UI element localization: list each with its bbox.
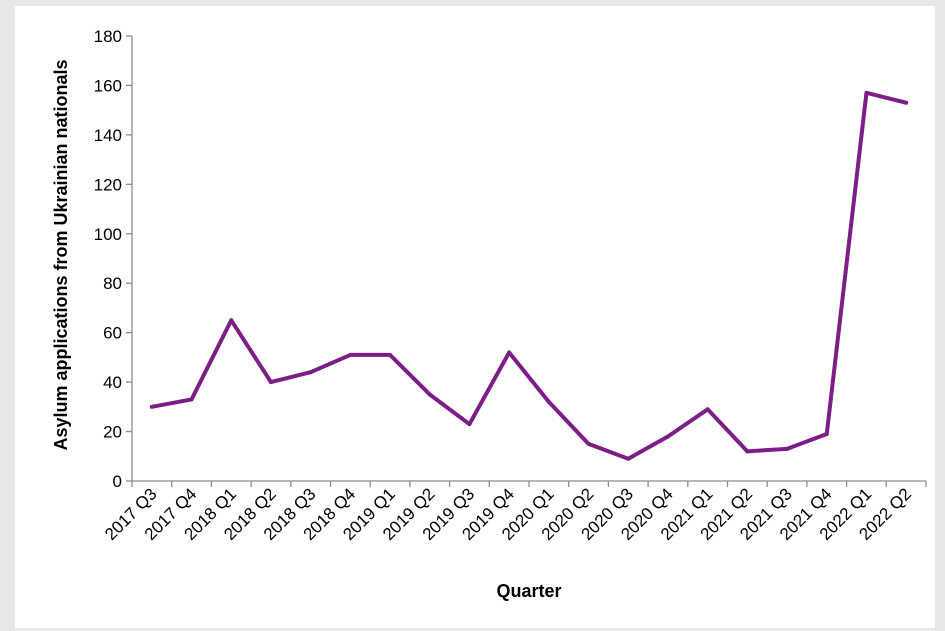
y-tick-label: 80 xyxy=(103,274,122,293)
y-tick-label: 20 xyxy=(103,423,122,442)
chart-frame xyxy=(15,6,935,628)
data-point xyxy=(586,441,591,446)
data-point xyxy=(149,404,154,409)
y-tick-label: 60 xyxy=(103,324,122,343)
y-axis: 0 20 40 60 80 100 120 140 160 180 xyxy=(94,27,133,491)
data-point xyxy=(189,397,194,402)
data-point xyxy=(308,370,313,375)
data-point xyxy=(824,432,829,437)
data-point xyxy=(665,434,670,439)
y-axis-title: Asylum applications from Ukrainian natio… xyxy=(51,59,71,450)
plot-area xyxy=(149,90,909,461)
data-point xyxy=(507,350,512,355)
data-point xyxy=(388,352,393,357)
data-point xyxy=(785,446,790,451)
data-point xyxy=(864,90,869,95)
data-point xyxy=(745,449,750,454)
y-tick-label: 40 xyxy=(103,373,122,392)
data-point xyxy=(705,407,710,412)
data-point xyxy=(268,380,273,385)
data-point xyxy=(348,352,353,357)
data-point xyxy=(626,456,631,461)
y-tick-label: 0 xyxy=(113,472,122,491)
y-tick-label: 160 xyxy=(94,76,122,95)
y-tick-label: 100 xyxy=(94,225,122,244)
y-tick-label: 120 xyxy=(94,175,122,194)
data-point xyxy=(904,100,909,105)
x-axis-title: Quarter xyxy=(496,581,561,601)
series-line xyxy=(151,90,907,461)
data-point xyxy=(229,318,234,323)
data-point xyxy=(546,399,551,404)
y-tick-label: 180 xyxy=(94,27,122,46)
data-point xyxy=(467,422,472,427)
y-tick-label: 140 xyxy=(94,126,122,145)
data-point xyxy=(427,392,432,397)
